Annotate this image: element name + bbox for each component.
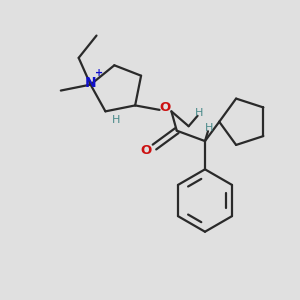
Text: N: N <box>85 76 96 89</box>
Text: H: H <box>112 115 120 125</box>
Text: O: O <box>159 101 170 114</box>
Text: H: H <box>195 108 203 118</box>
Text: +: + <box>95 68 104 78</box>
Text: H: H <box>205 123 214 133</box>
Text: O: O <box>140 144 152 157</box>
